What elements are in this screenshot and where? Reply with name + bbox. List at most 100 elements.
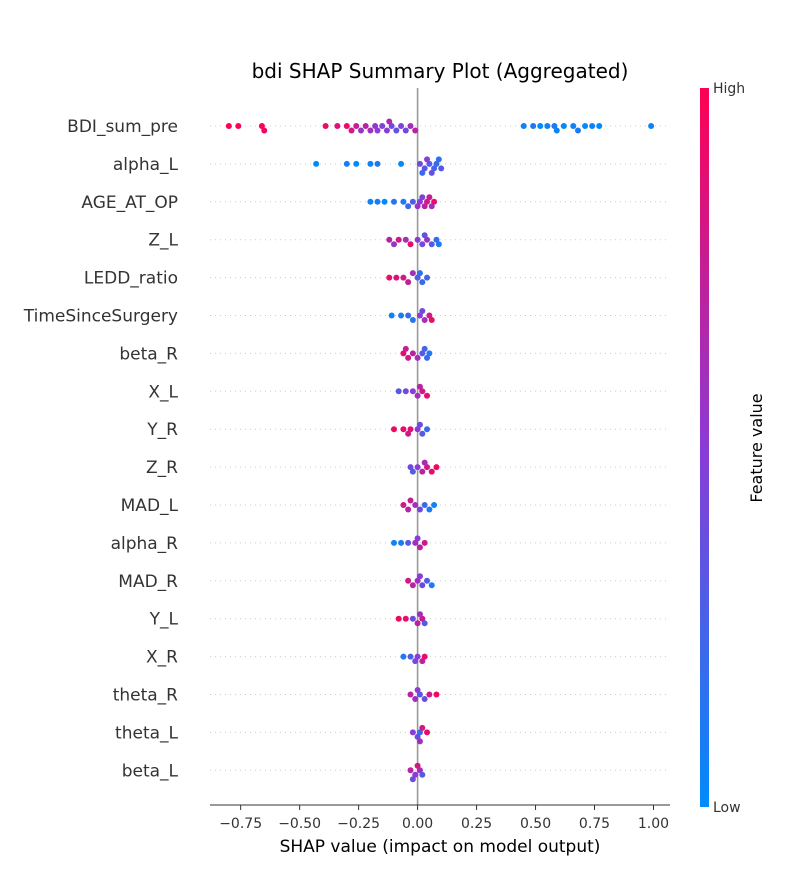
shap-point — [426, 312, 433, 319]
shap-point — [416, 573, 423, 580]
colorbar-title: Feature value — [747, 393, 766, 502]
shap-point — [374, 198, 381, 205]
shap-point — [357, 127, 364, 134]
feature-label: TimeSinceSurgery — [23, 307, 178, 327]
shap-point — [393, 127, 400, 134]
shap-point — [428, 203, 435, 210]
shap-point — [520, 123, 527, 129]
x-axis-label: SHAP value (impact on model output) — [280, 837, 601, 857]
shap-point — [419, 350, 426, 357]
shap-point — [235, 123, 242, 129]
shap-point — [409, 729, 416, 736]
shap-point — [412, 771, 419, 778]
feature-label: Z_L — [148, 231, 178, 251]
shap-point — [424, 198, 431, 205]
shap-point — [261, 127, 268, 134]
shap-point — [438, 165, 445, 172]
shap-point — [416, 767, 423, 774]
shap-point — [419, 241, 426, 248]
shap-point — [414, 236, 421, 243]
shap-point — [414, 733, 421, 740]
shap-point — [424, 392, 431, 399]
shap-point — [424, 426, 431, 433]
shap-point — [353, 160, 360, 167]
shap-point — [419, 615, 426, 622]
feature-label: alpha_R — [111, 534, 179, 554]
shap-point — [421, 502, 428, 508]
shap-point — [405, 506, 412, 513]
shap-point — [426, 194, 433, 201]
shap-point — [386, 274, 393, 281]
shap-point — [421, 345, 428, 352]
shap-point — [414, 274, 421, 281]
shap-point — [343, 123, 350, 129]
shap-point — [409, 615, 416, 622]
shap-point — [386, 118, 393, 125]
shap-point — [421, 539, 428, 546]
shap-point — [391, 539, 397, 546]
shap-point — [416, 738, 423, 745]
shap-point — [419, 771, 426, 778]
shap-point — [414, 762, 421, 769]
shap-point — [421, 165, 428, 172]
shap-point — [407, 767, 414, 774]
shap-point — [419, 468, 426, 475]
shap-point — [322, 123, 329, 129]
shap-point — [431, 165, 438, 172]
shap-point — [416, 611, 423, 618]
x-tick-label: 0.00 — [402, 816, 433, 832]
shap-point — [589, 123, 596, 129]
shap-point — [391, 426, 397, 433]
shap-point — [416, 544, 423, 551]
shap-point — [409, 388, 416, 395]
shap-point — [414, 392, 421, 399]
shap-point — [530, 123, 537, 129]
shap-point — [402, 388, 409, 395]
shap-point — [421, 620, 428, 627]
shap-point — [400, 198, 407, 205]
shap-point — [258, 123, 265, 129]
shap-point — [412, 696, 419, 702]
shap-point — [537, 123, 544, 129]
shap-point — [421, 203, 428, 210]
shap-point — [348, 127, 355, 134]
feature-label: AGE_AT_OP — [81, 193, 178, 213]
shap-point — [424, 464, 431, 471]
shap-point — [395, 615, 402, 622]
shap-point — [409, 350, 416, 357]
shap-point — [407, 241, 414, 248]
shap-point — [367, 198, 374, 205]
x-tick-label: 0.50 — [520, 816, 551, 832]
shap-point — [313, 160, 320, 167]
feature-label: MAD_L — [121, 496, 179, 516]
shap-point — [414, 620, 421, 627]
feature-label: Y_R — [146, 420, 178, 440]
shap-point — [544, 123, 551, 129]
shap-point — [419, 582, 426, 589]
shap-point — [353, 123, 360, 129]
shap-point — [398, 539, 405, 546]
colorbar — [700, 88, 709, 807]
shap-point — [400, 653, 407, 660]
shap-point — [424, 354, 431, 361]
shap-point — [419, 430, 426, 437]
feature-label: LEDD_ratio — [84, 269, 178, 289]
shap-point — [433, 160, 440, 167]
shap-point — [388, 312, 395, 319]
shap-point — [435, 156, 442, 163]
shap-point — [428, 468, 435, 475]
feature-label: theta_L — [115, 723, 178, 743]
shap-point — [426, 350, 433, 357]
shap-point — [398, 123, 405, 129]
feature-label: alpha_L — [113, 155, 179, 175]
shap-point — [414, 426, 421, 433]
shap-point — [405, 539, 412, 546]
shap-point — [405, 203, 412, 210]
shap-point — [419, 308, 426, 314]
shap-point — [407, 653, 414, 660]
shap-point — [374, 160, 381, 167]
shap-point — [412, 502, 419, 508]
feature-label: theta_R — [113, 686, 178, 706]
shap-point — [426, 160, 433, 167]
